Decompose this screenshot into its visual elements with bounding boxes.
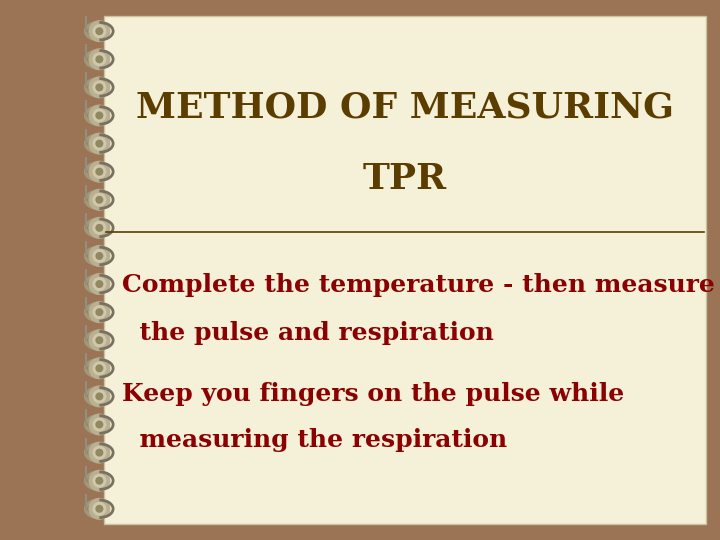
Circle shape xyxy=(92,305,107,319)
Circle shape xyxy=(95,168,104,176)
Circle shape xyxy=(95,477,104,485)
Circle shape xyxy=(89,357,110,379)
Circle shape xyxy=(95,27,104,35)
Circle shape xyxy=(95,111,104,119)
Circle shape xyxy=(89,161,110,183)
Text: Keep you fingers on the pulse while: Keep you fingers on the pulse while xyxy=(122,382,625,407)
Circle shape xyxy=(89,133,110,154)
Circle shape xyxy=(95,505,104,513)
Circle shape xyxy=(89,442,110,464)
Circle shape xyxy=(95,364,104,372)
Circle shape xyxy=(92,446,107,460)
Circle shape xyxy=(89,48,110,70)
Circle shape xyxy=(95,336,104,344)
Circle shape xyxy=(92,221,107,235)
Circle shape xyxy=(95,55,104,63)
Text: TPR: TPR xyxy=(363,161,447,195)
Circle shape xyxy=(89,498,110,520)
Circle shape xyxy=(95,280,104,288)
Circle shape xyxy=(95,308,104,316)
Circle shape xyxy=(89,386,110,407)
Circle shape xyxy=(92,52,107,66)
Circle shape xyxy=(89,76,110,98)
Circle shape xyxy=(89,189,110,211)
Circle shape xyxy=(95,139,104,147)
Circle shape xyxy=(92,389,107,403)
Circle shape xyxy=(92,109,107,123)
Circle shape xyxy=(95,449,104,457)
Circle shape xyxy=(89,104,110,126)
Text: METHOD OF MEASURING: METHOD OF MEASURING xyxy=(136,91,674,125)
Circle shape xyxy=(89,217,110,239)
Circle shape xyxy=(89,470,110,492)
Text: the pulse and respiration: the pulse and respiration xyxy=(122,321,494,346)
Circle shape xyxy=(95,224,104,232)
Circle shape xyxy=(89,414,110,436)
Text: measuring the respiration: measuring the respiration xyxy=(122,428,508,452)
Circle shape xyxy=(92,361,107,375)
Circle shape xyxy=(95,83,104,91)
FancyBboxPatch shape xyxy=(104,16,706,524)
Circle shape xyxy=(95,421,104,429)
Circle shape xyxy=(92,474,107,488)
Circle shape xyxy=(92,137,107,151)
Circle shape xyxy=(92,277,107,291)
Circle shape xyxy=(92,24,107,38)
Circle shape xyxy=(95,252,104,260)
Circle shape xyxy=(92,502,107,516)
Circle shape xyxy=(89,245,110,267)
Circle shape xyxy=(89,20,110,42)
Circle shape xyxy=(92,80,107,94)
Circle shape xyxy=(89,301,110,323)
Circle shape xyxy=(92,193,107,207)
Circle shape xyxy=(95,196,104,204)
Circle shape xyxy=(92,165,107,179)
Circle shape xyxy=(89,273,110,295)
Circle shape xyxy=(92,249,107,263)
Circle shape xyxy=(89,329,110,351)
Circle shape xyxy=(95,393,104,401)
Circle shape xyxy=(92,417,107,431)
Circle shape xyxy=(92,333,107,347)
Text: Complete the temperature - then measure: Complete the temperature - then measure xyxy=(122,273,715,297)
